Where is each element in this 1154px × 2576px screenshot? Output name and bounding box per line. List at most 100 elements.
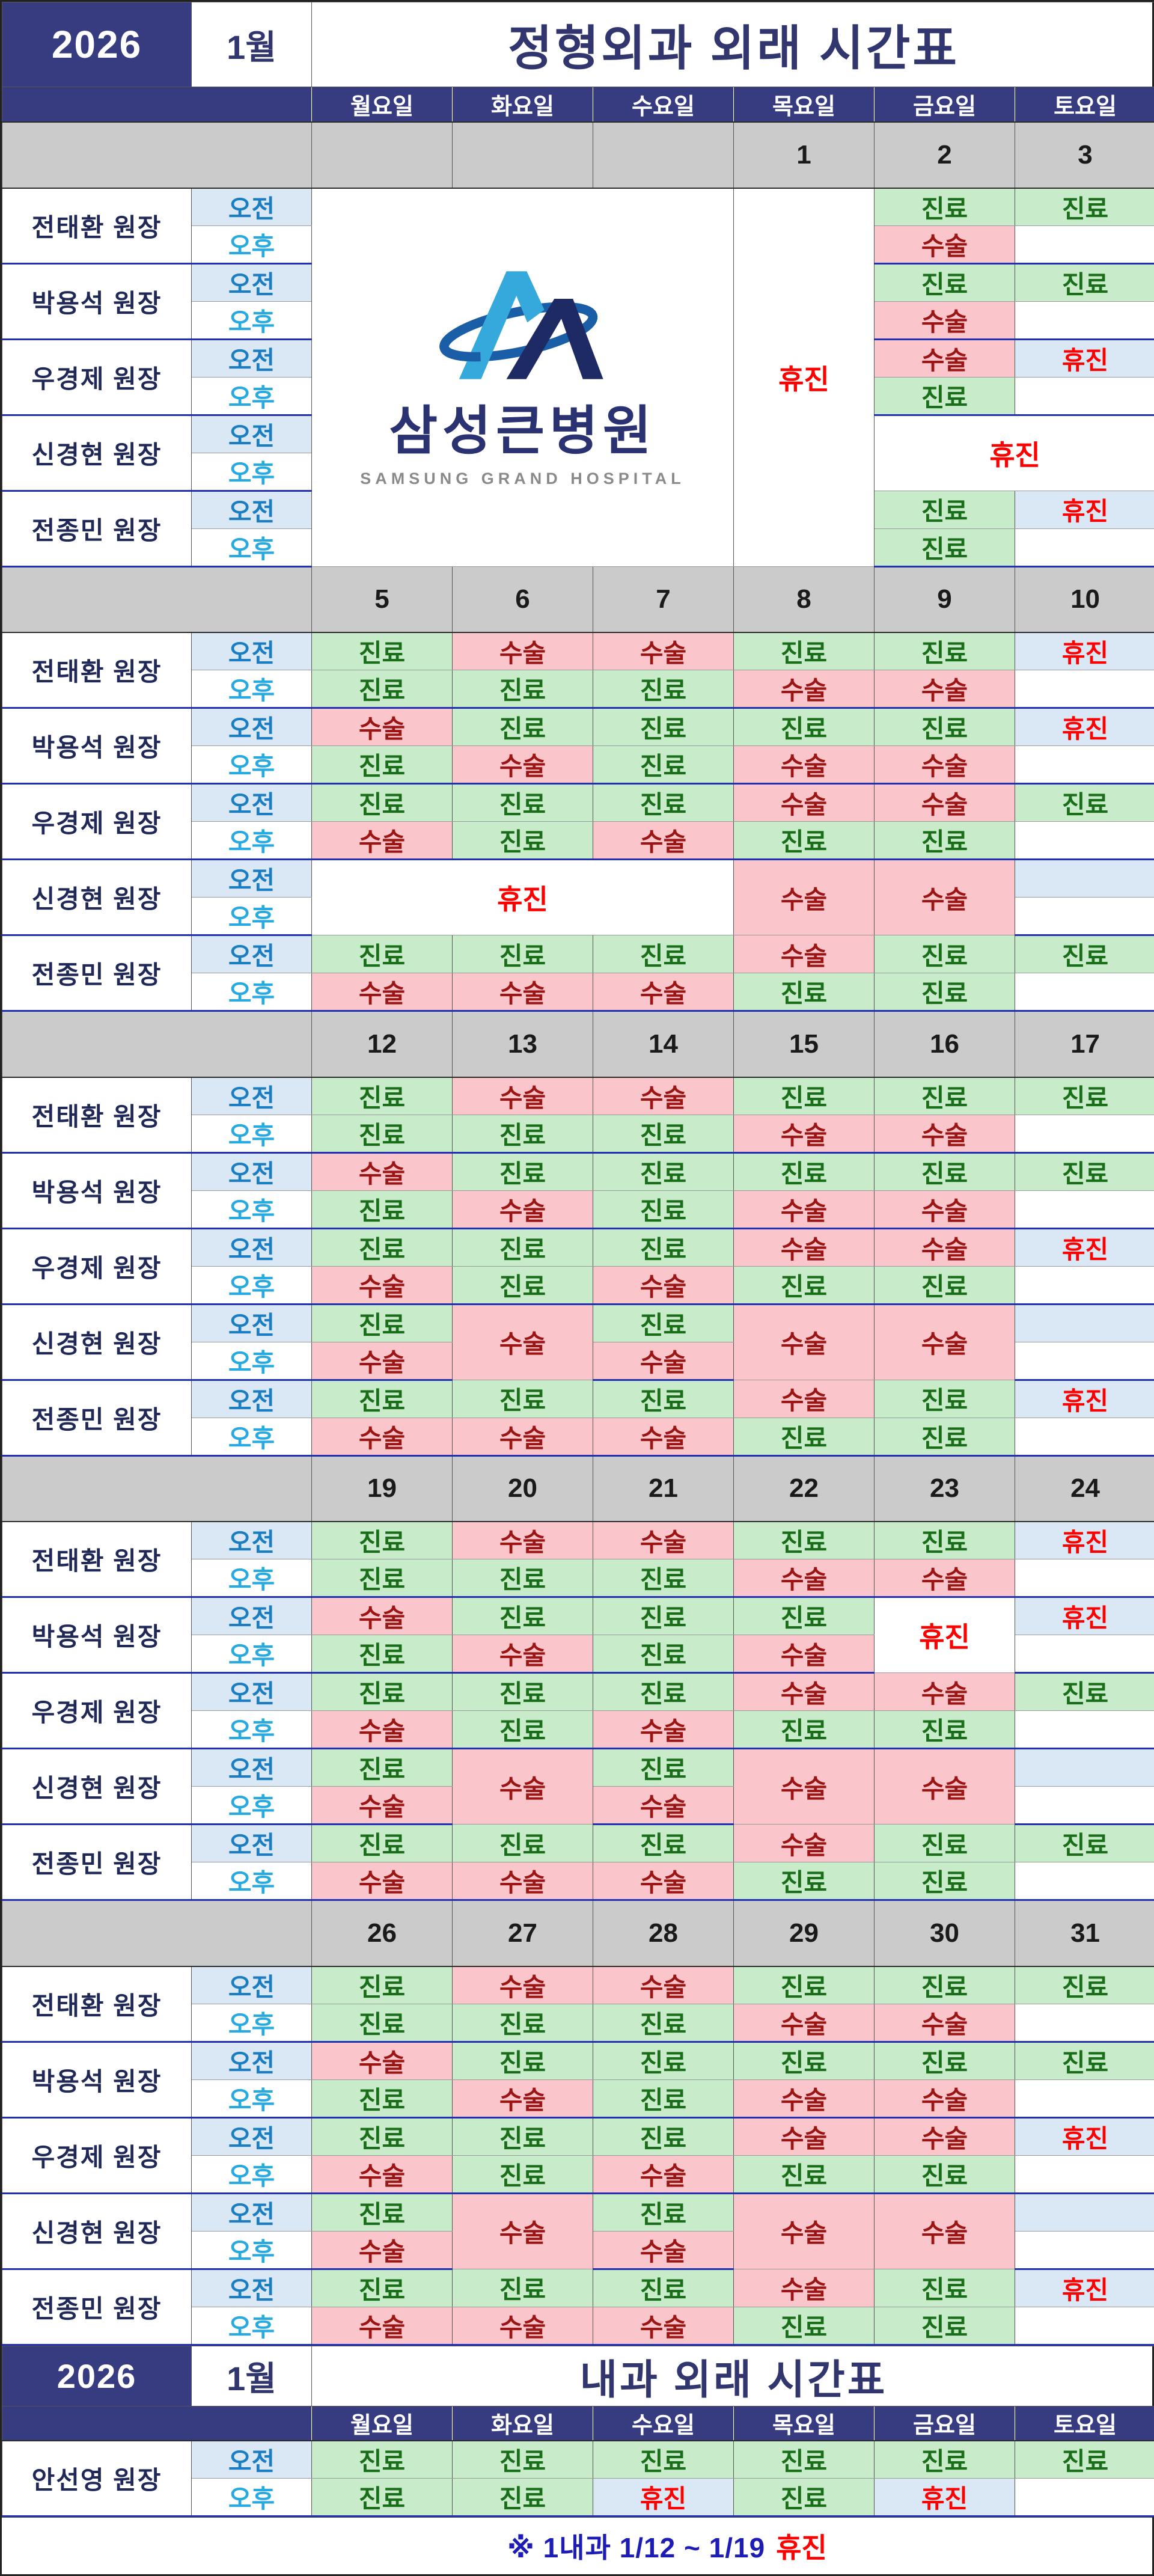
doctor-name: 박용석 원장 [2,1597,192,1673]
clinic-cell: 진료 [312,746,453,784]
clinic-cell: 진료 [312,1077,453,1115]
surgery-cell: 수술 [875,301,1015,339]
closed-cell: 휴진 [1015,1380,1154,1418]
clinic-cell: 진료 [593,1673,734,1711]
session-label-pm: 오후 [192,301,312,339]
session-label-am: 오전 [192,708,312,746]
surgery-cell: 수술 [875,1190,1015,1228]
clinic-cell: 진료 [875,263,1015,301]
doctor-name: 박용석 원장 [2,1152,192,1228]
clinic-cell: 진료 [453,1673,593,1711]
surgery-cell: 수술 [593,1077,734,1115]
clinic-cell: 진료 [312,1228,453,1266]
internal-weekday-header-row: 월요일 화요일 수요일 목요일 금요일 토요일 [2,2406,1154,2441]
session-label-pm: 오후 [192,2155,312,2193]
clinic-cell: 진료 [312,2269,453,2307]
clinic-cell: 진료 [312,1749,453,1787]
clinic-cell: 진료 [593,1115,734,1152]
clinic-cell: 진료 [453,670,593,708]
surgery-cell: 수술 [593,1711,734,1749]
clinic-cell: 진료 [312,2079,453,2117]
empty-cell [1015,1559,1154,1597]
date-cell: 3 [1015,122,1154,188]
clinic-cell: 진료 [453,935,593,973]
surgery-cell: 수술 [593,973,734,1011]
clinic-cell: 진료 [734,822,875,860]
clinic-cell: 진료 [1015,2042,1154,2079]
surgery-cell: 수술 [734,860,875,935]
session-label-pm: 오후 [192,1559,312,1597]
surgery-cell: 수술 [734,2004,875,2042]
surgery-cell: 수술 [312,973,453,1011]
clinic-cell: 진료 [1015,263,1154,301]
date-cell: 31 [1015,1900,1154,1966]
surgery-cell: 수술 [312,1342,453,1380]
hospital-logo-cell: 삼성큰병원 SAMSUNG GRAND HOSPITAL [312,188,734,567]
session-label-am: 오전 [192,2441,312,2479]
date-row-blank [2,1455,312,1522]
session-label-pm: 오후 [192,1635,312,1673]
date-row-blank [2,122,312,188]
internal-schedule-title: 내과 외래 시간표 [312,2346,1154,2406]
clinic-cell: 진료 [312,670,453,708]
surgery-cell: 수술 [312,2231,453,2269]
closed-cell: 휴진 [1015,632,1154,670]
clinic-cell: 진료 [453,2004,593,2042]
doctor-name: 전종민 원장 [2,1380,192,1455]
date-cell: 6 [453,566,593,632]
clinic-cell: 진료 [312,1304,453,1342]
clinic-cell: 진료 [875,1522,1015,1559]
empty-cell [1015,377,1154,415]
surgery-cell: 수술 [453,2307,593,2345]
empty-cell [1015,2004,1154,2042]
date-cell: 13 [453,1011,593,1077]
clinic-cell: 진료 [312,784,453,822]
empty-cell [1015,1749,1154,1787]
weekday-thursday: 목요일 [734,87,875,122]
date-row-blank [2,566,312,632]
weekday-saturday: 토요일 [1015,2406,1154,2441]
closed-cell: 휴진 [1015,708,1154,746]
clinic-cell: 진료 [312,632,453,670]
date-cell [593,122,734,188]
session-label-am: 오전 [192,1380,312,1418]
date-cell: 15 [734,1011,875,1077]
surgery-cell: 수술 [875,2004,1015,2042]
clinic-cell: 진료 [453,1266,593,1304]
clinic-cell: 진료 [453,1825,593,1862]
surgery-cell: 수술 [593,1418,734,1455]
weekday-thursday: 목요일 [734,2406,875,2441]
footnote-text: ※ 1내과 1/12 ~ 1/19 [507,2526,765,2566]
session-label-am: 오전 [192,1597,312,1635]
doctor-name: 전종민 원장 [2,1825,192,1900]
clinic-cell: 진료 [453,784,593,822]
clinic-cell: 진료 [875,2441,1015,2479]
surgery-cell: 수술 [734,1228,875,1266]
empty-cell [1015,2193,1154,2231]
session-label-pm: 오후 [192,225,312,263]
surgery-cell: 수술 [453,973,593,1011]
surgery-cell: 수술 [453,1862,593,1900]
clinic-cell: 진료 [312,935,453,973]
session-label-pm: 오후 [192,670,312,708]
surgery-cell: 수술 [312,2155,453,2193]
clinic-cell: 진료 [734,1152,875,1190]
clinic-cell: 진료 [312,2193,453,2231]
surgery-cell: 수술 [312,1862,453,1900]
clinic-cell: 진료 [312,1966,453,2004]
clinic-cell: 진료 [593,670,734,708]
date-row-blank [2,1011,312,1077]
surgery-cell: 수술 [453,746,593,784]
clinic-cell: 진료 [453,1228,593,1266]
year-label: 2026 [2,2,192,87]
surgery-cell: 수술 [593,2155,734,2193]
month-label: 1월 [192,2346,312,2406]
date-cell: 28 [593,1900,734,1966]
